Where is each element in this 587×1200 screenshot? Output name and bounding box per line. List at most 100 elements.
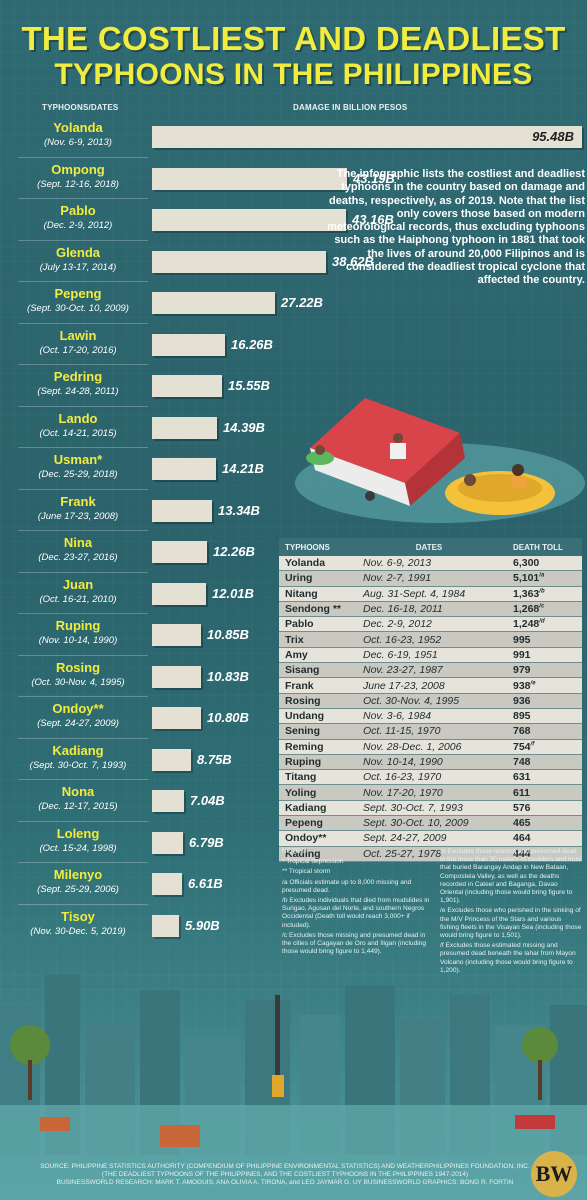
typhoon-dates: (Oct. 14-21, 2015) [39, 427, 117, 439]
table-cell-death-toll: 465 [499, 817, 582, 829]
damage-value-label: 95.48B [532, 129, 574, 144]
damage-bar [152, 499, 212, 522]
damage-value-label: 7.04B [190, 793, 225, 808]
table-header: TYPHOONS DATES DEATH TOLL [279, 538, 582, 556]
damage-bar [152, 914, 179, 937]
row-separator [18, 862, 148, 863]
death-toll-table: TYPHOONS DATES DEATH TOLL Yolanda Nov. 6-… [279, 538, 582, 862]
typhoon-name: Tisoy [61, 908, 95, 924]
death-toll-value: 631 [513, 771, 531, 784]
table-cell-death-toll: 576 [499, 802, 582, 814]
footnote-marker: /a [539, 572, 545, 579]
table-row: Kading Oct. 25-27, 1978 444 [279, 846, 582, 862]
damage-bar [152, 209, 346, 231]
damage-value-label: 8.75B [197, 751, 232, 767]
damage-bar [152, 748, 191, 771]
table-row: Trix Oct. 16-23, 1952 995 [279, 632, 582, 648]
table-cell-typhoon: Ruping [285, 756, 322, 768]
table-cell-dates: Dec. 2-9, 2012 [363, 618, 432, 631]
table-cell-death-toll: 1,363/b [499, 588, 582, 600]
damage-value-label: 14.21B [222, 461, 264, 476]
death-toll-value: 465 [513, 817, 531, 830]
death-toll-value: 895 [513, 710, 531, 723]
damage-value-label: 10.80B [207, 710, 249, 725]
footnote-marker: /c [539, 603, 545, 610]
typhoon-name: Ompong [51, 161, 105, 177]
typhoon-dates: (Sept. 25-29, 2006) [37, 884, 119, 895]
typhoon-dates: (Nov. 10-14, 1990) [38, 635, 118, 646]
table-cell-dates: Dec. 16-18, 2011 [363, 603, 443, 616]
typhoon-dates: (Sept. 30-Oct. 7, 1993) [29, 759, 127, 771]
damage-bar-chart: Yolanda (Nov. 6-9, 2013) 95.48B Ompong (Sept… [0, 118, 587, 948]
table-cell-death-toll: 936 [499, 695, 582, 707]
table-cell-dates: Nov. 23-27, 1987 [363, 664, 443, 677]
damage-header: DAMAGE IN BILLION PESOS [293, 103, 408, 112]
table-row: Frank June 17-23, 2008 938/e [279, 678, 582, 694]
note-item: ** Tropical storm [282, 868, 331, 876]
table-row: Reming Nov. 28-Dec. 1, 2006 754/f [279, 739, 582, 755]
death-toll-value: 991 [513, 648, 531, 661]
note-item: * Tropical depression [282, 858, 344, 866]
table-cell-death-toll: 464 [499, 832, 582, 844]
notes-left: NOTES: * Tropical depression ** Tropical… [282, 848, 432, 958]
row-separator [18, 530, 148, 531]
table-cell-typhoon: Trix [285, 633, 304, 646]
table-cell-death-toll: 995 [499, 634, 582, 646]
footnote-marker: /d [539, 618, 545, 625]
table-cell-dates: Aug. 31-Sept. 4, 1984 [363, 587, 466, 600]
table-row: Sisang Nov. 23-27, 1987 979 [279, 663, 582, 679]
table-cell-dates: Oct. 16-23, 1952 [363, 633, 442, 646]
table-header-typhoons: TYPHOONS [285, 542, 330, 552]
typhoon-dates: (Nov. 6-9, 2013) [44, 137, 112, 148]
death-toll-value: 5,101 [513, 572, 540, 585]
table-cell-death-toll: 631 [499, 771, 582, 783]
damage-value-label: 43.19B [353, 170, 395, 186]
table-cell-dates: Sept. 30-Oct. 10, 2009 [363, 817, 469, 830]
table-row: Sening Oct. 11-15, 1970 768 [279, 724, 582, 740]
damage-value-label: 12.01B [212, 585, 254, 601]
note-item: /e Excludes those who perished in the si… [440, 907, 582, 940]
death-toll-value: 936 [513, 694, 531, 707]
death-toll-value: 576 [513, 801, 531, 814]
damage-bar [152, 624, 201, 646]
damage-value-label: 14.39B [223, 419, 265, 435]
row-separator [18, 239, 148, 241]
table-row: Yoling Nov. 17-20, 1970 611 [279, 785, 582, 801]
row-separator [18, 364, 148, 365]
table-cell-death-toll: 444 [499, 848, 582, 860]
damage-bar [152, 541, 207, 563]
table-cell-death-toll: 611 [499, 787, 582, 799]
damage-bar [152, 665, 201, 688]
typhoon-name: Pedring [53, 369, 103, 384]
row-separator [18, 820, 148, 822]
table-cell-typhoon: Sening [285, 725, 321, 738]
death-toll-value: 464 [513, 832, 531, 845]
table-cell-dates: Oct. 30-Nov. 4, 1995 [363, 694, 460, 707]
table-cell-typhoon: Titang [285, 771, 317, 784]
typhoon-dates: (Sept. 30-Oct. 10, 2009) [27, 303, 129, 314]
damage-value-label: 6.61B [188, 876, 223, 891]
typhoon-dates: (Oct. 16-21, 2010) [39, 593, 117, 605]
table-cell-typhoon: Pepeng [285, 817, 323, 830]
table-cell-dates: Nov. 17-20, 1970 [363, 786, 443, 799]
typhoon-dates: (Dec. 12-17, 2015) [38, 801, 118, 812]
table-row: Yolanda Nov. 6-9, 2013 6,300 [279, 556, 582, 572]
typhoon-name: Frank [60, 493, 96, 509]
row-separator [18, 737, 148, 739]
footer-line-2: (THE DEADLIEST TYPHOONS OF THE PHILIPPIN… [101, 1171, 469, 1178]
table-cell-dates: Oct. 25-27, 1978 [363, 847, 442, 860]
table-cell-dates: Oct. 16-23, 1970 [363, 771, 442, 784]
table-cell-death-toll: 768 [499, 725, 582, 737]
typhoon-dates: (July 13-17, 2014) [39, 261, 117, 273]
typhoon-name: Nina [63, 535, 93, 550]
death-toll-value: 754 [513, 740, 531, 753]
death-toll-value: 768 [513, 725, 531, 738]
footer-line-3: BUSINESSWORLD RESEARCH: MARK T. AMOGUIS,… [56, 1179, 514, 1186]
typhoon-name: Yolanda [53, 120, 103, 135]
table-cell-typhoon: Kading [285, 847, 321, 860]
table-row: Pepeng Sept. 30-Oct. 10, 2009 465 [279, 816, 582, 832]
death-toll-value: 1,268 [513, 603, 540, 616]
row-separator [18, 696, 148, 697]
damage-value-label: 15.55B [228, 378, 270, 393]
table-row: Titang Oct. 16-23, 1970 631 [279, 770, 582, 786]
